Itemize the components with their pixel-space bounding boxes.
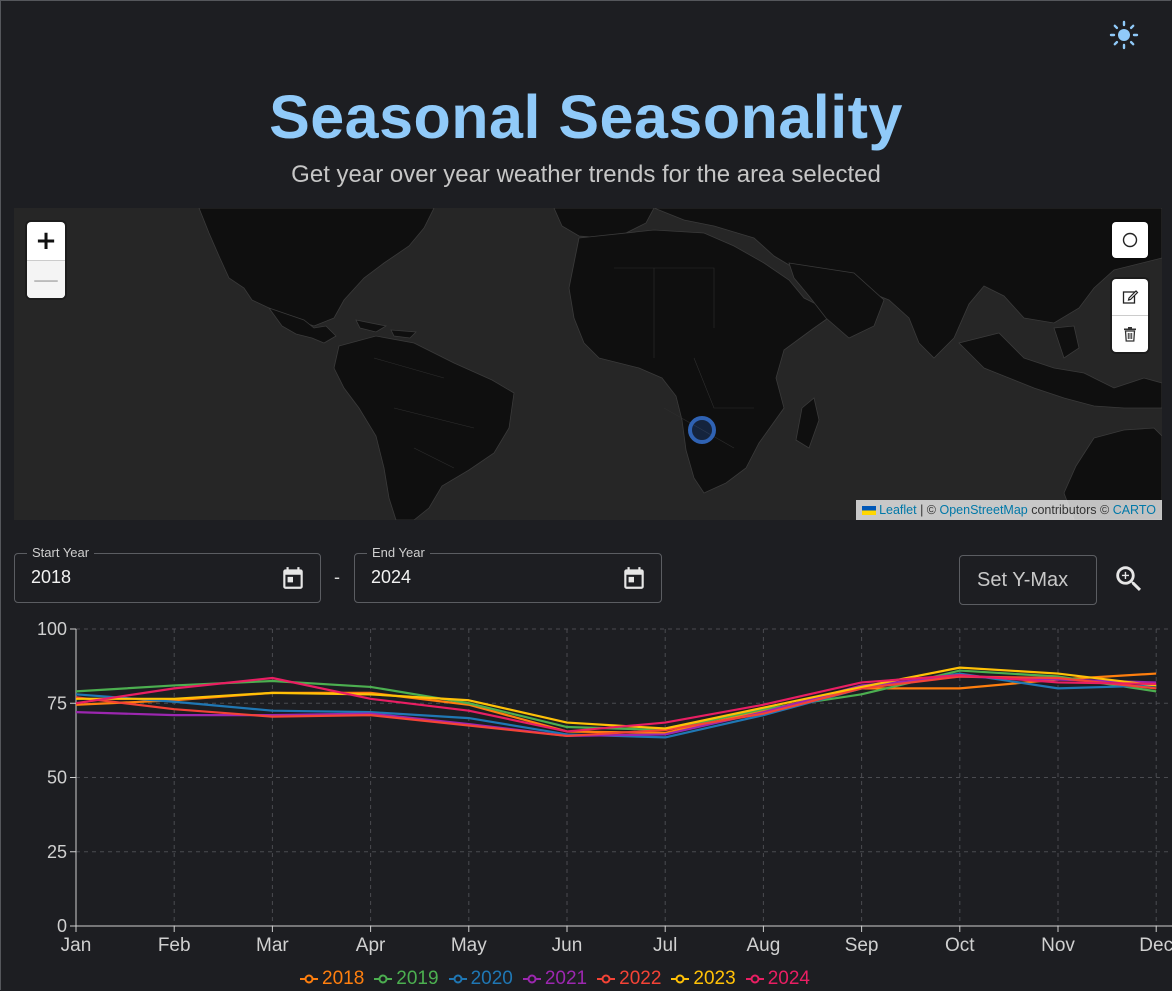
legend-line-icon (448, 974, 467, 984)
start-year-label: Start Year (27, 545, 95, 560)
world-map[interactable]: + — Leaflet | © OpenStreetMap contributo… (14, 208, 1162, 520)
legend-label: 2022 (619, 968, 662, 989)
legend-line-icon (300, 974, 318, 984)
draw-circle-button[interactable] (1112, 222, 1148, 258)
y-max-field[interactable] (959, 555, 1097, 605)
end-year-value[interactable]: 2024 (371, 567, 412, 587)
circle-icon (1122, 232, 1138, 248)
ukraine-flag-icon (861, 506, 876, 516)
y-tick-label: 100 (37, 619, 67, 639)
sun-icon (1109, 20, 1139, 50)
carto-link[interactable]: CARTO (1112, 503, 1156, 517)
chart-legend: 2018 2019 2020 2021 2022 2023 2024 (300, 968, 820, 990)
start-year-value[interactable]: 2018 (31, 567, 72, 587)
year-range-dash: - (334, 567, 340, 587)
legend-item-2021[interactable]: 2021 (522, 968, 588, 990)
leaflet-link[interactable]: Leaflet (879, 503, 917, 517)
x-tick-label: Feb (158, 935, 191, 956)
map-land-layer (198, 208, 1162, 520)
y-tick-label: 50 (47, 768, 67, 788)
end-year-label: End Year (367, 545, 430, 560)
y-tick-label: 25 (47, 842, 67, 862)
legend-line-icon (597, 974, 616, 984)
edit-toolbar (1112, 279, 1148, 352)
zoom-in-button[interactable]: + (27, 222, 65, 261)
search-button[interactable] (1112, 562, 1146, 596)
x-tick-label: Apr (356, 935, 386, 956)
legend-line-icon (745, 974, 764, 984)
x-tick-label: Oct (945, 935, 975, 956)
legend-item-2024[interactable]: 2024 (745, 968, 810, 990)
trash-icon (1124, 327, 1136, 342)
x-tick-label: Nov (1041, 935, 1075, 956)
page-subtitle: Get year over year weather trends for th… (291, 161, 881, 188)
x-tick-label: Dec (1139, 935, 1172, 956)
map-attribution: Leaflet | © OpenStreetMap contributors ©… (855, 500, 1162, 520)
x-tick-label: Jul (653, 935, 677, 956)
legend-item-2022[interactable]: 2022 (597, 968, 661, 990)
legend-label: 2021 (544, 968, 588, 989)
legend-label: 2019 (396, 968, 439, 989)
edit-layers-button[interactable] (1112, 279, 1148, 316)
zoom-out-button[interactable]: — (27, 261, 65, 298)
end-year-field[interactable]: End Year 2024 (354, 545, 662, 603)
zoom-control: + — (27, 222, 65, 298)
legend-label: 2018 (322, 968, 365, 989)
x-tick-label: Sep (845, 935, 879, 956)
attribution-contrib: contributors © (1027, 503, 1113, 517)
legend-label: 2024 (767, 968, 810, 989)
series-line-2023 (76, 666, 1157, 730)
start-year-field[interactable]: Start Year 2018 (14, 545, 321, 603)
series-line-2024 (75, 673, 1157, 733)
legend-label: 2023 (693, 968, 736, 989)
page-title: Seasonal Seasonality (269, 83, 903, 151)
selected-area-circle[interactable] (688, 416, 716, 444)
x-tick-label: Jun (552, 935, 583, 956)
legend-item-2018[interactable]: 2018 (300, 968, 364, 990)
legend-label: 2020 (470, 968, 513, 989)
x-tick-label: Mar (256, 935, 289, 956)
x-tick-label: May (451, 935, 487, 956)
series-line-2019 (75, 669, 1157, 732)
attribution-sep: | © (916, 503, 940, 517)
x-tick-label: Jan (61, 935, 92, 956)
legend-item-2023[interactable]: 2023 (671, 968, 736, 990)
draw-toolbar (1112, 222, 1148, 258)
legend-line-icon (522, 974, 541, 984)
theme-toggle-button[interactable] (1108, 19, 1140, 51)
y-tick-label: 0 (57, 916, 67, 936)
y-max-input[interactable] (960, 556, 1096, 604)
weather-trend-chart: 0 25 50 75 100 Jan Feb Mar Apr May Jun Jul Aug Sep Oct… (37, 619, 1172, 956)
search-icon (1116, 566, 1142, 592)
x-tick-label: Aug (746, 935, 780, 956)
delete-layers-button[interactable] (1112, 316, 1148, 352)
calendar-icon[interactable] (621, 565, 647, 591)
osm-link[interactable]: OpenStreetMap (939, 503, 1028, 517)
legend-line-icon (374, 974, 393, 984)
legend-item-2020[interactable]: 2020 (448, 968, 513, 990)
edit-icon (1122, 290, 1139, 304)
calendar-icon[interactable] (280, 565, 306, 591)
y-tick-label: 75 (47, 693, 67, 713)
legend-item-2019[interactable]: 2019 (374, 968, 439, 990)
legend-line-icon (671, 974, 690, 984)
